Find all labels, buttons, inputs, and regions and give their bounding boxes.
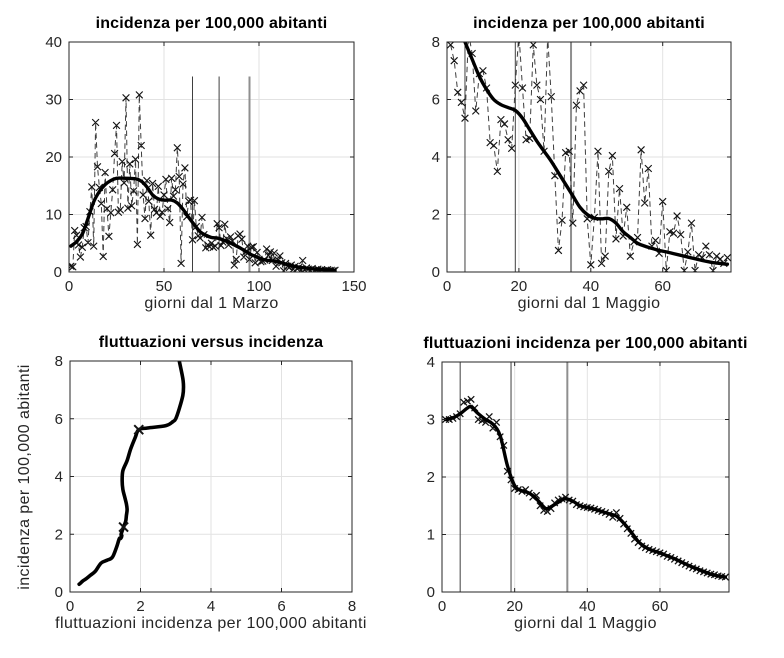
svg-text:10: 10 [45,207,62,224]
svg-text:0: 0 [54,264,62,281]
svg-text:4: 4 [207,598,215,615]
svg-text:2: 2 [55,526,63,543]
chart-title: incidenza per 100,000 abitanti [95,15,328,32]
svg-text:8: 8 [348,598,356,615]
x-axis-label: fluttuazioni incidenza per 100,000 abita… [55,615,367,632]
svg-text:0: 0 [438,598,446,615]
svg-text:40: 40 [579,598,596,615]
chart-title: fluttuazioni incidenza per 100,000 abita… [423,335,748,352]
svg-text:2: 2 [427,469,435,486]
svg-text:20: 20 [511,278,528,295]
svg-text:60: 60 [654,278,671,295]
x-axis-label: giorni dal 1 Maggio [514,615,657,632]
svg-text:3: 3 [427,412,435,429]
subplot-incidenza-marzo: incidenza per 100,000 abitanti 0 50 100 150… [0,0,392,329]
svg-text:0: 0 [432,264,440,281]
svg-text:0: 0 [65,278,73,295]
incidenza-marzo-plot: 0 50 100 150 0 10 20 30 40 [45,34,366,295]
incidenza-maggio-plot: 0 20 40 60 0 2 4 6 8 [432,34,732,295]
svg-text:4: 4 [432,149,440,166]
svg-text:2: 2 [136,598,144,615]
svg-text:6: 6 [432,92,440,109]
svg-text:8: 8 [55,353,63,370]
fluttuazioni-maggio-plot: 0 20 40 60 0 1 2 3 4 [427,354,730,615]
x-axis-label: giorni dal 1 Marzo [144,295,279,312]
svg-text:0: 0 [427,584,435,601]
svg-text:0: 0 [55,584,63,601]
svg-text:60: 60 [652,598,669,615]
x-axis-label: giorni dal 1 Maggio [517,295,661,312]
svg-text:6: 6 [277,598,285,615]
svg-text:8: 8 [432,34,440,51]
chart-title: fluttuazioni versus incidenza [98,334,324,351]
subplot-incidenza-maggio: incidenza per 100,000 abitanti 0 20 40 60 0 2… [392,0,784,329]
y-axis-label: incidenza per 100,000 abitanti [16,363,33,590]
svg-text:20: 20 [506,598,523,615]
svg-text:0: 0 [66,598,74,615]
svg-text:0: 0 [443,278,451,295]
svg-text:20: 20 [45,149,62,166]
svg-text:40: 40 [45,34,62,51]
svg-text:30: 30 [45,92,62,109]
svg-text:1: 1 [427,527,435,544]
subplot-fluttuazioni-versus-incidenza: fluttuazioni versus incidenza 0 2 4 6 8 0 2 4 6 8… [0,329,392,658]
svg-text:2: 2 [432,207,440,224]
subplot-fluttuazioni-maggio: fluttuazioni incidenza per 100,000 abita… [392,329,784,658]
svg-text:100: 100 [246,278,271,295]
svg-text:6: 6 [55,411,63,428]
svg-text:150: 150 [341,278,366,295]
svg-text:4: 4 [55,469,63,486]
fase-plot: 0 2 4 6 8 0 2 4 6 8 [55,353,357,615]
svg-text:4: 4 [427,354,435,371]
svg-text:50: 50 [156,278,173,295]
svg-text:40: 40 [582,278,599,295]
chart-title: incidenza per 100,000 abitanti [473,15,705,32]
